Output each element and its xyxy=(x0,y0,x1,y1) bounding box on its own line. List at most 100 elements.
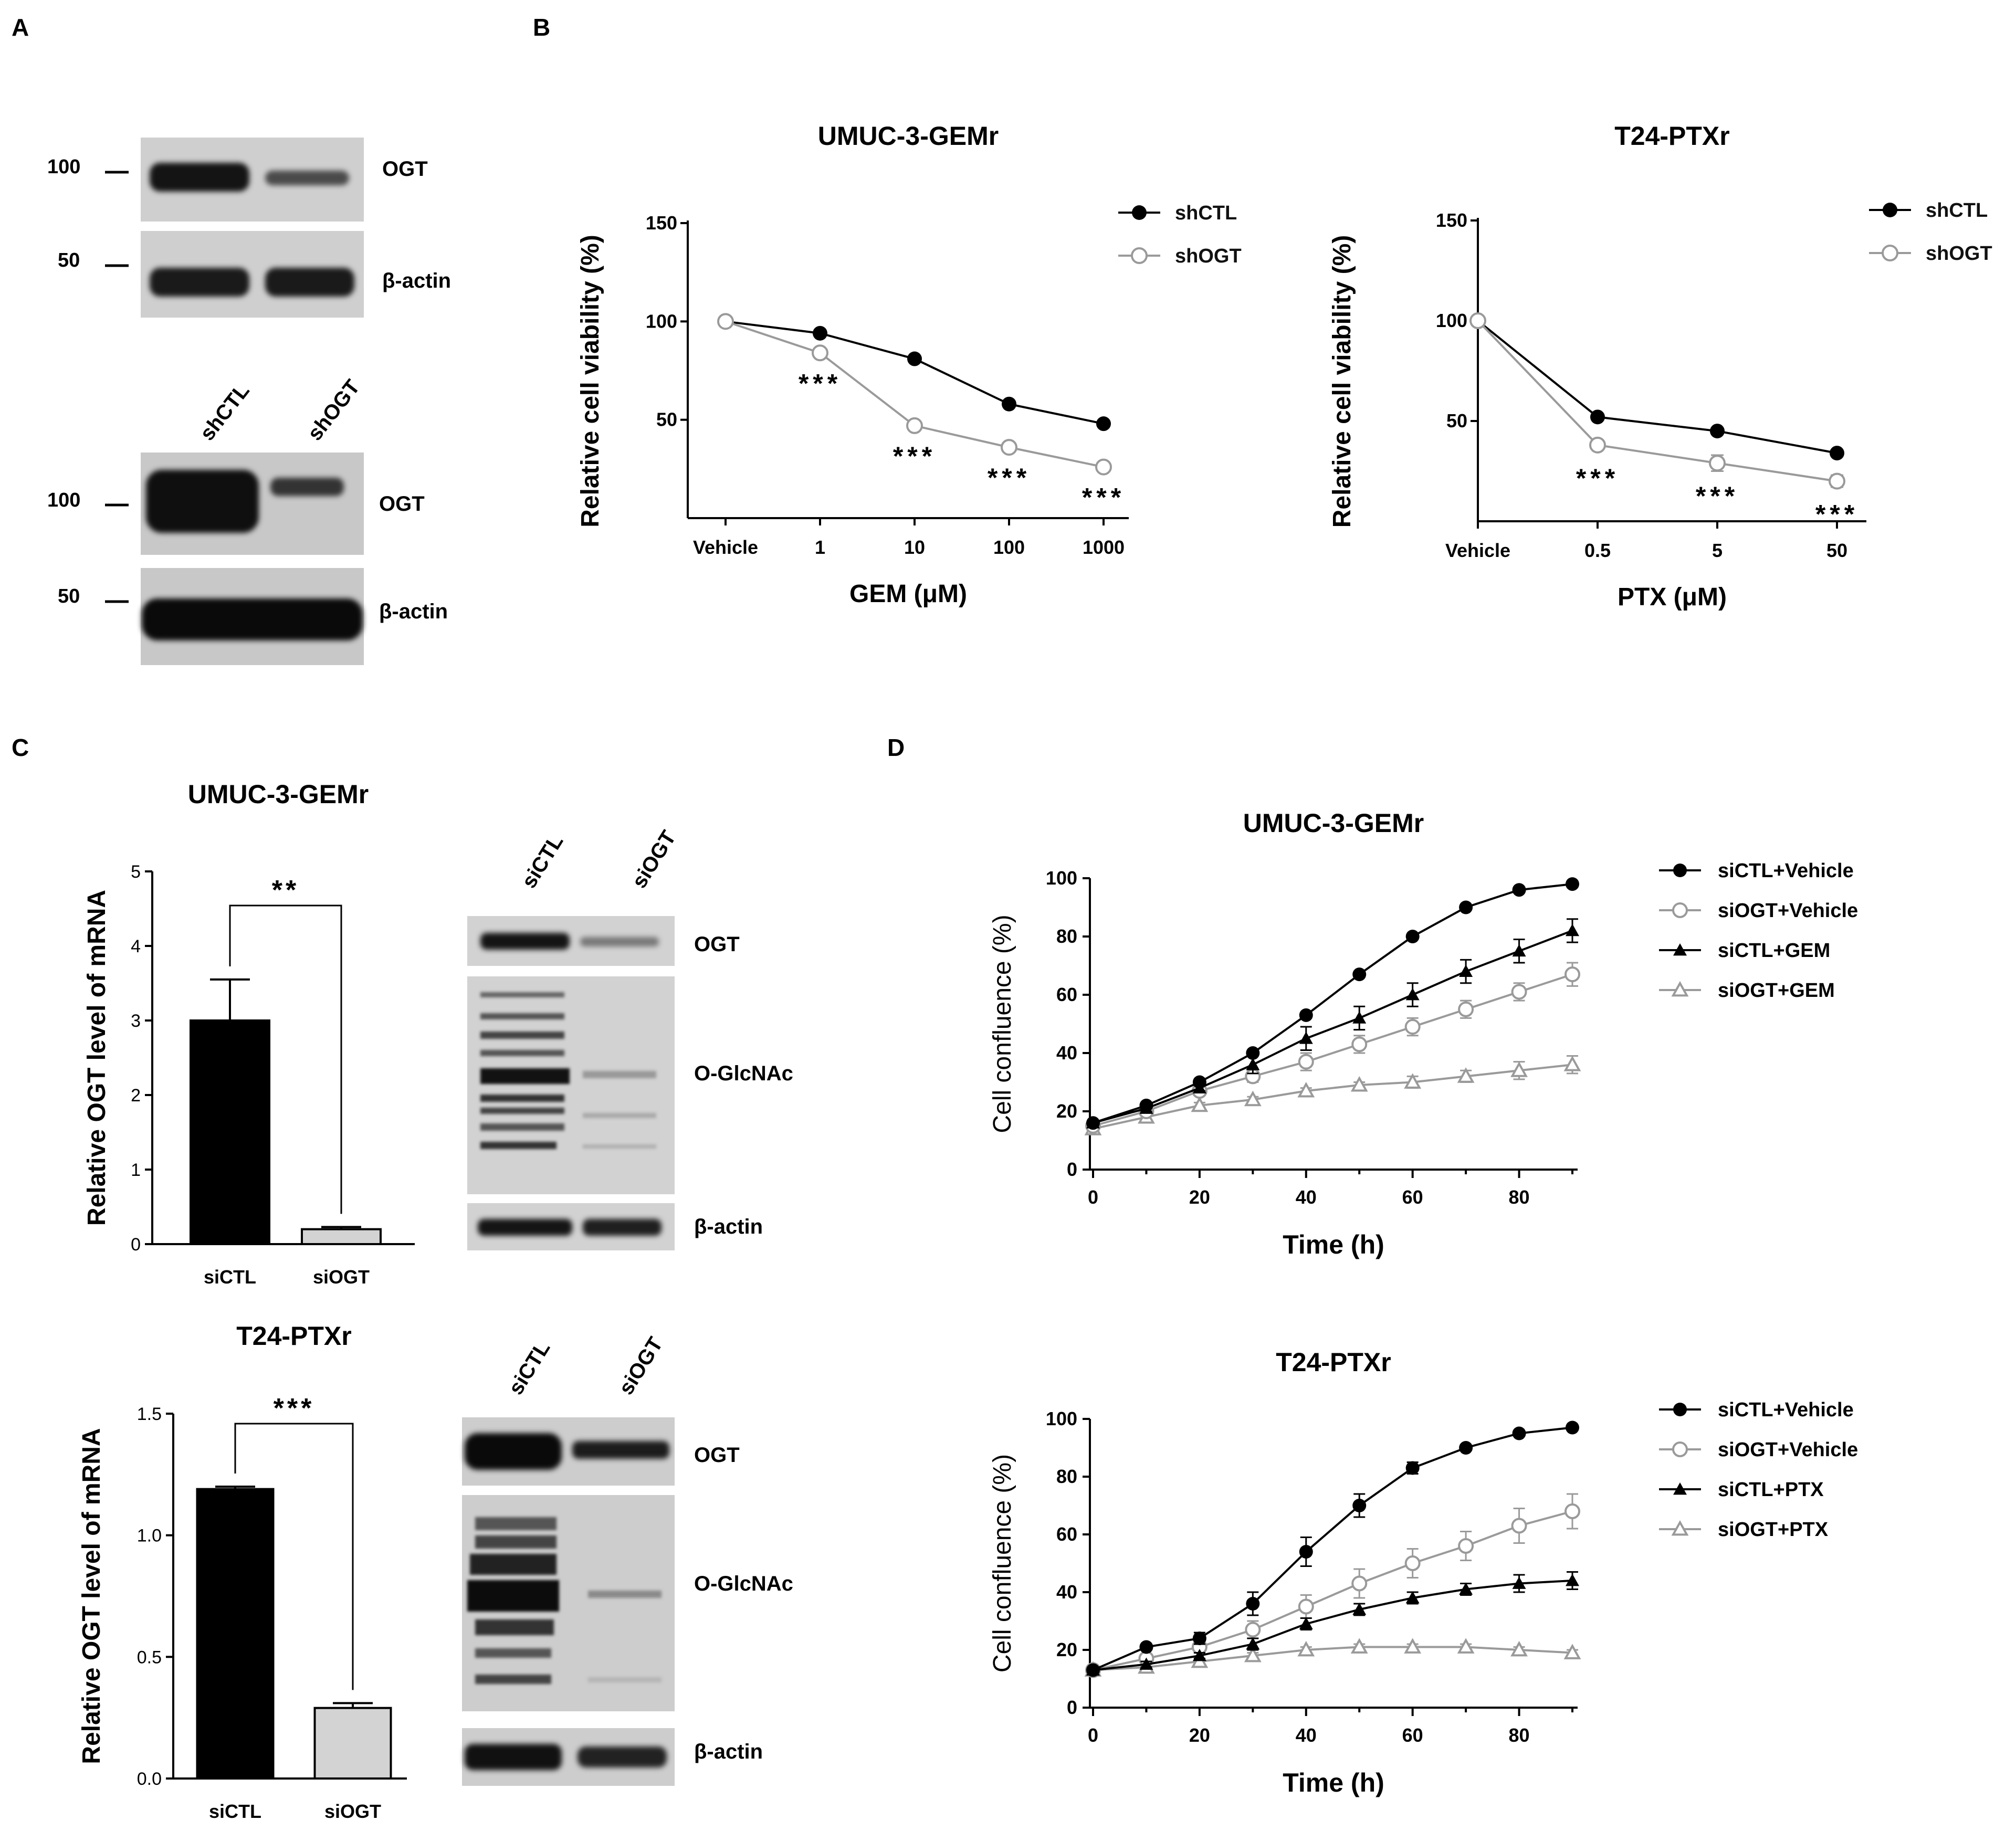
data-point xyxy=(1352,1011,1367,1024)
data-point xyxy=(1589,436,1606,454)
panel-letter-b: B xyxy=(533,14,550,41)
data-point xyxy=(1405,988,1420,1001)
data-point xyxy=(812,344,828,362)
series-line xyxy=(1477,320,1838,455)
significance-stars: *** xyxy=(1576,464,1619,493)
data-point xyxy=(906,417,923,434)
data-point xyxy=(1512,944,1526,957)
data-point xyxy=(1511,984,1527,1000)
data-point xyxy=(813,325,827,341)
oglcnac-smear xyxy=(467,1517,662,1684)
series-line xyxy=(1093,1646,1573,1671)
x-tick-label: siCTL xyxy=(204,1266,256,1288)
band xyxy=(150,163,249,192)
data-point xyxy=(1563,1644,1581,1659)
data-point xyxy=(1096,416,1111,432)
data-point xyxy=(1352,1603,1367,1615)
band xyxy=(265,171,349,185)
data-point xyxy=(1673,1482,1687,1495)
data-point xyxy=(1299,1545,1313,1559)
y-tick-label: 100 xyxy=(1436,310,1467,331)
band xyxy=(150,268,249,297)
mw-marker: 100 xyxy=(47,489,80,511)
data-point xyxy=(1830,446,1844,461)
legend-label: siCTL+PTX xyxy=(1718,1479,1824,1501)
panel-a-western-blots: 100 50 OGT β-actin shCTL shOGT 100 50 OG… xyxy=(47,138,451,665)
lane-label: siOGT xyxy=(627,827,680,892)
lane-label: siCTL xyxy=(517,830,568,892)
y-tick-label: 60 xyxy=(1056,1523,1077,1545)
data-point xyxy=(1297,1082,1315,1098)
x-tick-label: 60 xyxy=(1402,1186,1423,1208)
data-point xyxy=(1350,1076,1368,1092)
bar xyxy=(313,1707,392,1780)
data-point xyxy=(1404,1555,1421,1571)
x-tick-label: 20 xyxy=(1189,1724,1210,1746)
series-line xyxy=(1093,1510,1573,1671)
x-tick-label: 40 xyxy=(1296,1724,1317,1746)
significance-stars: *** xyxy=(1815,500,1858,529)
panel-c-western-blots: siCTL siOGT OGT O-GlcNAc β-actin siCTL s… xyxy=(462,827,793,1786)
series-line xyxy=(1093,1580,1573,1671)
band xyxy=(478,1219,572,1236)
y-tick-label: 0 xyxy=(131,1235,141,1255)
blot-c1-oglcnac-membrane xyxy=(467,976,675,1194)
blot-label: β-actin xyxy=(694,1215,763,1238)
band xyxy=(572,1441,669,1459)
data-point xyxy=(1139,1098,1153,1112)
data-point xyxy=(1002,396,1016,412)
data-point xyxy=(1298,1054,1314,1070)
x-tick-label: siCTL xyxy=(209,1801,261,1822)
panel-letter-d: D xyxy=(887,734,905,761)
band xyxy=(583,1219,662,1236)
data-point xyxy=(1457,1067,1475,1083)
data-point xyxy=(1299,1008,1313,1022)
data-point xyxy=(1299,1617,1313,1629)
x-axis-label: Time (h) xyxy=(1283,1230,1384,1259)
series-line xyxy=(1093,883,1573,1124)
data-point xyxy=(1672,902,1688,918)
data-point xyxy=(1351,1036,1368,1053)
y-axis-label: Relative cell viability (%) xyxy=(1328,235,1356,528)
significance-stars: *** xyxy=(988,463,1031,492)
legend-label: siCTL+GEM xyxy=(1718,940,1830,962)
data-point xyxy=(717,313,734,330)
data-point xyxy=(1001,439,1017,456)
data-point xyxy=(1564,1503,1580,1519)
data-point xyxy=(1590,409,1605,425)
chart-title: T24-PTXr xyxy=(236,1321,352,1351)
y-tick-label: 0.5 xyxy=(137,1647,162,1667)
data-point xyxy=(1245,1622,1261,1638)
data-point xyxy=(1458,1001,1474,1017)
data-point xyxy=(1563,1056,1581,1071)
y-axis-label: Cell confluence (%) xyxy=(989,1454,1016,1672)
legend-label: siCTL+Vehicle xyxy=(1718,1399,1854,1421)
legend-label: siOGT+Vehicle xyxy=(1718,1439,1858,1461)
y-tick-label: 60 xyxy=(1056,984,1077,1005)
data-point xyxy=(1139,1657,1153,1670)
data-point xyxy=(1512,1576,1526,1589)
data-point xyxy=(1673,864,1687,877)
bar xyxy=(301,1228,382,1246)
x-tick-label: 80 xyxy=(1509,1724,1530,1746)
significance-stars: *** xyxy=(799,369,842,398)
data-point xyxy=(1459,900,1473,914)
band xyxy=(480,933,570,950)
series-line xyxy=(1093,930,1573,1124)
data-point xyxy=(1672,1441,1688,1457)
series-line xyxy=(1093,1064,1573,1130)
x-tick-label: 80 xyxy=(1509,1186,1530,1208)
data-point xyxy=(1566,877,1579,891)
data-point xyxy=(1671,1520,1689,1536)
data-point xyxy=(1132,205,1147,220)
x-tick-label: 40 xyxy=(1296,1186,1317,1208)
y-tick-label: 5 xyxy=(131,862,141,882)
band xyxy=(265,268,354,297)
y-tick-label: 80 xyxy=(1056,1466,1077,1487)
legend-label: shCTL xyxy=(1175,202,1237,224)
y-tick-label: 100 xyxy=(1046,867,1077,889)
data-point xyxy=(1404,1638,1422,1654)
y-tick-label: 2 xyxy=(131,1086,141,1106)
significance-bracket xyxy=(234,1423,354,1690)
band xyxy=(465,1433,562,1470)
